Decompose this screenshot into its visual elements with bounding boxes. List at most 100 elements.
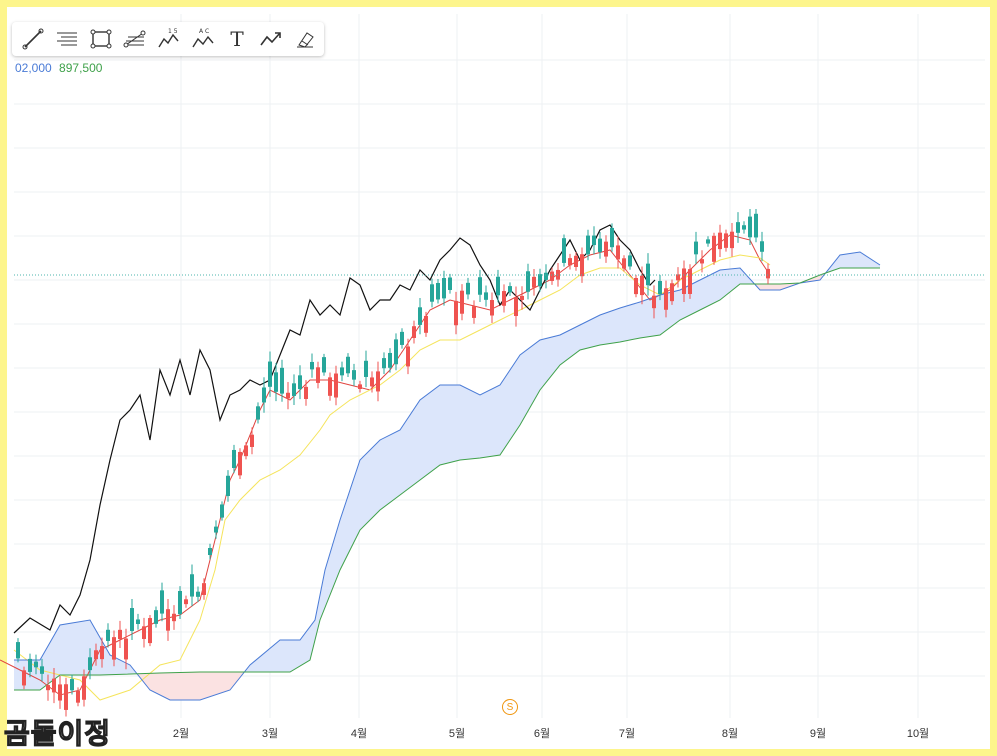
cloud-segment <box>582 323 584 350</box>
cloud-segment <box>444 385 446 464</box>
candle <box>154 610 158 624</box>
cloud-segment <box>874 261 876 268</box>
candle <box>520 295 524 300</box>
candle <box>358 384 362 389</box>
candle <box>508 286 512 293</box>
cloud-segment <box>676 290 678 323</box>
x-tick-label: 3월 <box>261 728 279 740</box>
cloud-segment <box>634 303 636 340</box>
line-tool-button[interactable] <box>16 22 50 56</box>
cloud-segment <box>700 279 702 310</box>
span_a-line <box>14 251 881 701</box>
candle <box>76 690 80 703</box>
wave-ac-tool-button[interactable]: A C <box>186 22 220 56</box>
cloud-segment <box>172 672 174 700</box>
text-tool-button[interactable]: T <box>220 22 254 56</box>
cloud-segment <box>642 300 644 338</box>
cloud-segment <box>332 540 334 590</box>
cloud-segment <box>490 389 492 457</box>
cloud-segment <box>380 439 382 510</box>
cloud-segment <box>402 424 404 494</box>
cloud-segment <box>436 386 438 468</box>
candle <box>268 361 272 387</box>
cloud-segment <box>850 253 852 268</box>
cloud-segment <box>164 672 166 698</box>
cloud-segment <box>516 358 518 431</box>
cloud-segment <box>522 352 524 422</box>
candle <box>100 646 104 660</box>
cloud-segment <box>144 673 146 685</box>
cloud-segment <box>264 651 266 672</box>
candle <box>712 235 716 262</box>
cloud-segment <box>578 325 580 352</box>
candle <box>340 367 344 376</box>
cloud-segment <box>262 653 264 672</box>
event-badge[interactable]: S <box>502 699 518 715</box>
cloud-segment <box>218 672 220 694</box>
cloud-segment <box>758 284 760 290</box>
cloud-segment <box>178 672 180 700</box>
candle <box>496 276 500 296</box>
cloud-segment <box>64 624 66 675</box>
cloud-segment <box>186 672 188 700</box>
cloud-segment <box>696 281 698 312</box>
hline-tool-button[interactable] <box>50 22 84 56</box>
rect-tool-button[interactable] <box>84 22 118 56</box>
cloud-segment <box>38 660 40 690</box>
candle <box>478 277 482 295</box>
cloud-segment <box>196 672 198 700</box>
cloud-segment <box>110 655 112 675</box>
cloud-segment <box>856 252 858 268</box>
cloud-segment <box>184 672 186 700</box>
candle <box>664 288 668 310</box>
cloud-segment <box>860 252 862 268</box>
cloud-segment <box>284 640 286 672</box>
cloud-segment <box>288 640 290 672</box>
candle <box>466 282 470 295</box>
candle <box>130 608 134 631</box>
cloud-segment <box>366 452 368 524</box>
cloud-segment <box>714 272 716 303</box>
cloud-segment <box>872 259 874 268</box>
cloud-segment <box>646 299 648 338</box>
candle <box>736 222 740 233</box>
cloud-segment <box>260 655 262 672</box>
cloud-segment <box>210 672 212 697</box>
cloud-segment <box>250 663 252 672</box>
x-tick-label: 8월 <box>721 728 739 740</box>
candle <box>610 227 614 248</box>
cloud-segment <box>548 337 550 380</box>
candle <box>418 307 422 325</box>
cloud-segment <box>106 648 108 675</box>
candle <box>88 657 92 671</box>
cloud-segment <box>680 289 682 320</box>
cloud-segment <box>728 269 730 294</box>
candle <box>730 231 734 249</box>
cloud-segment <box>702 278 704 309</box>
cloud-segment <box>424 395 426 477</box>
cloud-segment <box>494 387 496 456</box>
cloud-segment <box>768 284 770 290</box>
wave-15-tool-button[interactable]: 1 5 <box>152 22 186 56</box>
brush-tool-button[interactable] <box>288 22 322 56</box>
cloud-segment <box>500 382 502 455</box>
indicator-values: 02,000 897,500 <box>15 61 102 75</box>
cloud-segment <box>368 450 370 522</box>
fib-tool-button[interactable] <box>118 22 152 56</box>
cloud-segment <box>598 315 600 346</box>
candle <box>280 367 284 394</box>
candle <box>628 255 632 267</box>
text-tool-icon: T <box>230 27 244 51</box>
cloud-segment <box>780 283 782 290</box>
cloud-segment <box>82 621 84 675</box>
cloud-segment <box>570 329 572 358</box>
candle <box>754 213 758 238</box>
candle <box>694 241 698 255</box>
cloud-segment <box>502 379 504 452</box>
cloud-segment <box>308 626 310 662</box>
trend-tool-button[interactable] <box>254 22 288 56</box>
candle <box>292 383 296 396</box>
candle <box>382 358 386 369</box>
x-tick-label: 7월 <box>618 728 636 740</box>
cloud-segment <box>668 292 670 329</box>
